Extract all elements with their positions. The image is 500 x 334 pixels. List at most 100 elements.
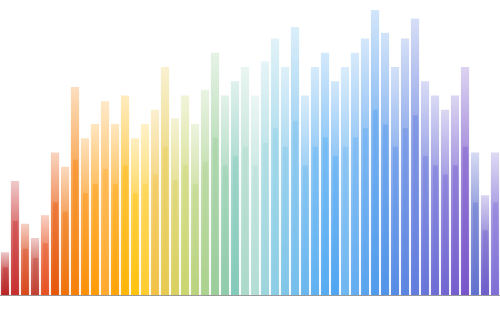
bar-shade <box>83 193 88 295</box>
bar <box>331 81 339 295</box>
bar-shade <box>3 267 8 295</box>
bar <box>191 124 199 295</box>
bar-shade <box>23 249 28 295</box>
bar <box>341 67 349 295</box>
bar <box>61 167 69 295</box>
bar-shade <box>433 165 438 295</box>
bar <box>151 110 159 295</box>
bar <box>461 67 469 295</box>
bar <box>311 67 319 295</box>
bar <box>121 96 129 296</box>
bar <box>11 181 19 295</box>
bar-shade <box>113 184 118 295</box>
bar <box>441 110 449 295</box>
bar-shade <box>283 147 288 295</box>
bar-shade <box>263 143 268 295</box>
bar <box>141 124 149 295</box>
bar-shade <box>373 110 378 295</box>
bar <box>31 238 39 295</box>
bar-shade <box>193 184 198 295</box>
chart <box>0 0 500 334</box>
bar-shade <box>413 115 418 295</box>
bar-shade <box>133 193 138 295</box>
bar <box>91 124 99 295</box>
bar-shade <box>483 230 488 295</box>
bar <box>111 124 119 295</box>
bar <box>421 81 429 295</box>
bar <box>271 39 279 296</box>
bar <box>451 96 459 296</box>
bar-shade <box>43 243 48 295</box>
bar <box>201 90 209 295</box>
y-axis <box>0 10 1 295</box>
bar <box>1 252 9 295</box>
bar-shade <box>13 221 18 295</box>
bar <box>21 224 29 295</box>
bar <box>291 27 299 295</box>
bar <box>381 33 389 295</box>
bar <box>351 53 359 295</box>
bar <box>411 19 419 295</box>
bar <box>241 67 249 295</box>
bar <box>71 87 79 295</box>
bar <box>81 138 89 295</box>
bar <box>131 138 139 295</box>
bar <box>491 153 499 296</box>
bar-shade <box>233 156 238 295</box>
bar-shade <box>423 156 428 295</box>
bar-shade <box>463 147 468 295</box>
bar-shade <box>93 184 98 295</box>
x-axis <box>0 295 500 296</box>
bar-shade <box>123 165 128 295</box>
bar-shade <box>203 162 208 295</box>
bar-shade <box>343 147 348 295</box>
bar-shade <box>303 165 308 295</box>
bar-shade <box>313 147 318 295</box>
bar-shade <box>63 212 68 295</box>
bar-shade <box>323 138 328 295</box>
bar <box>161 67 169 295</box>
bar-shade <box>243 147 248 295</box>
bar <box>321 53 329 295</box>
bar-shade <box>453 165 458 295</box>
bar <box>231 81 239 295</box>
bar-shade <box>73 160 78 295</box>
bar-shade <box>383 125 388 295</box>
bar <box>261 61 269 295</box>
bar <box>101 101 109 295</box>
bar <box>251 96 259 296</box>
bar-shade <box>493 202 498 295</box>
bar-shade <box>183 165 188 295</box>
bar-shade <box>33 258 38 295</box>
bar <box>391 67 399 295</box>
bar <box>361 39 369 296</box>
bar-shade <box>293 121 298 295</box>
bar-shade <box>353 138 358 295</box>
bar-shade <box>393 147 398 295</box>
bar-shade <box>103 169 108 295</box>
bar-shade <box>153 175 158 295</box>
bar-shade <box>403 128 408 295</box>
bar-shade <box>253 165 258 295</box>
bar <box>431 96 439 296</box>
bar <box>221 96 229 296</box>
bar-shade <box>363 128 368 295</box>
bar <box>181 96 189 296</box>
bars <box>1 10 499 295</box>
bar-shade <box>273 128 278 295</box>
bar <box>371 10 379 295</box>
bar <box>171 118 179 295</box>
bar <box>481 195 489 295</box>
bar <box>401 39 409 296</box>
bar <box>51 153 59 296</box>
bar <box>41 215 49 295</box>
bar <box>471 153 479 296</box>
bar-shade <box>163 147 168 295</box>
bar <box>301 96 309 296</box>
bar <box>281 67 289 295</box>
bar-shade <box>143 184 148 295</box>
bar-shade <box>173 180 178 295</box>
bar-shade <box>473 202 478 295</box>
bar-shade <box>213 138 218 295</box>
bar-shade <box>333 156 338 295</box>
